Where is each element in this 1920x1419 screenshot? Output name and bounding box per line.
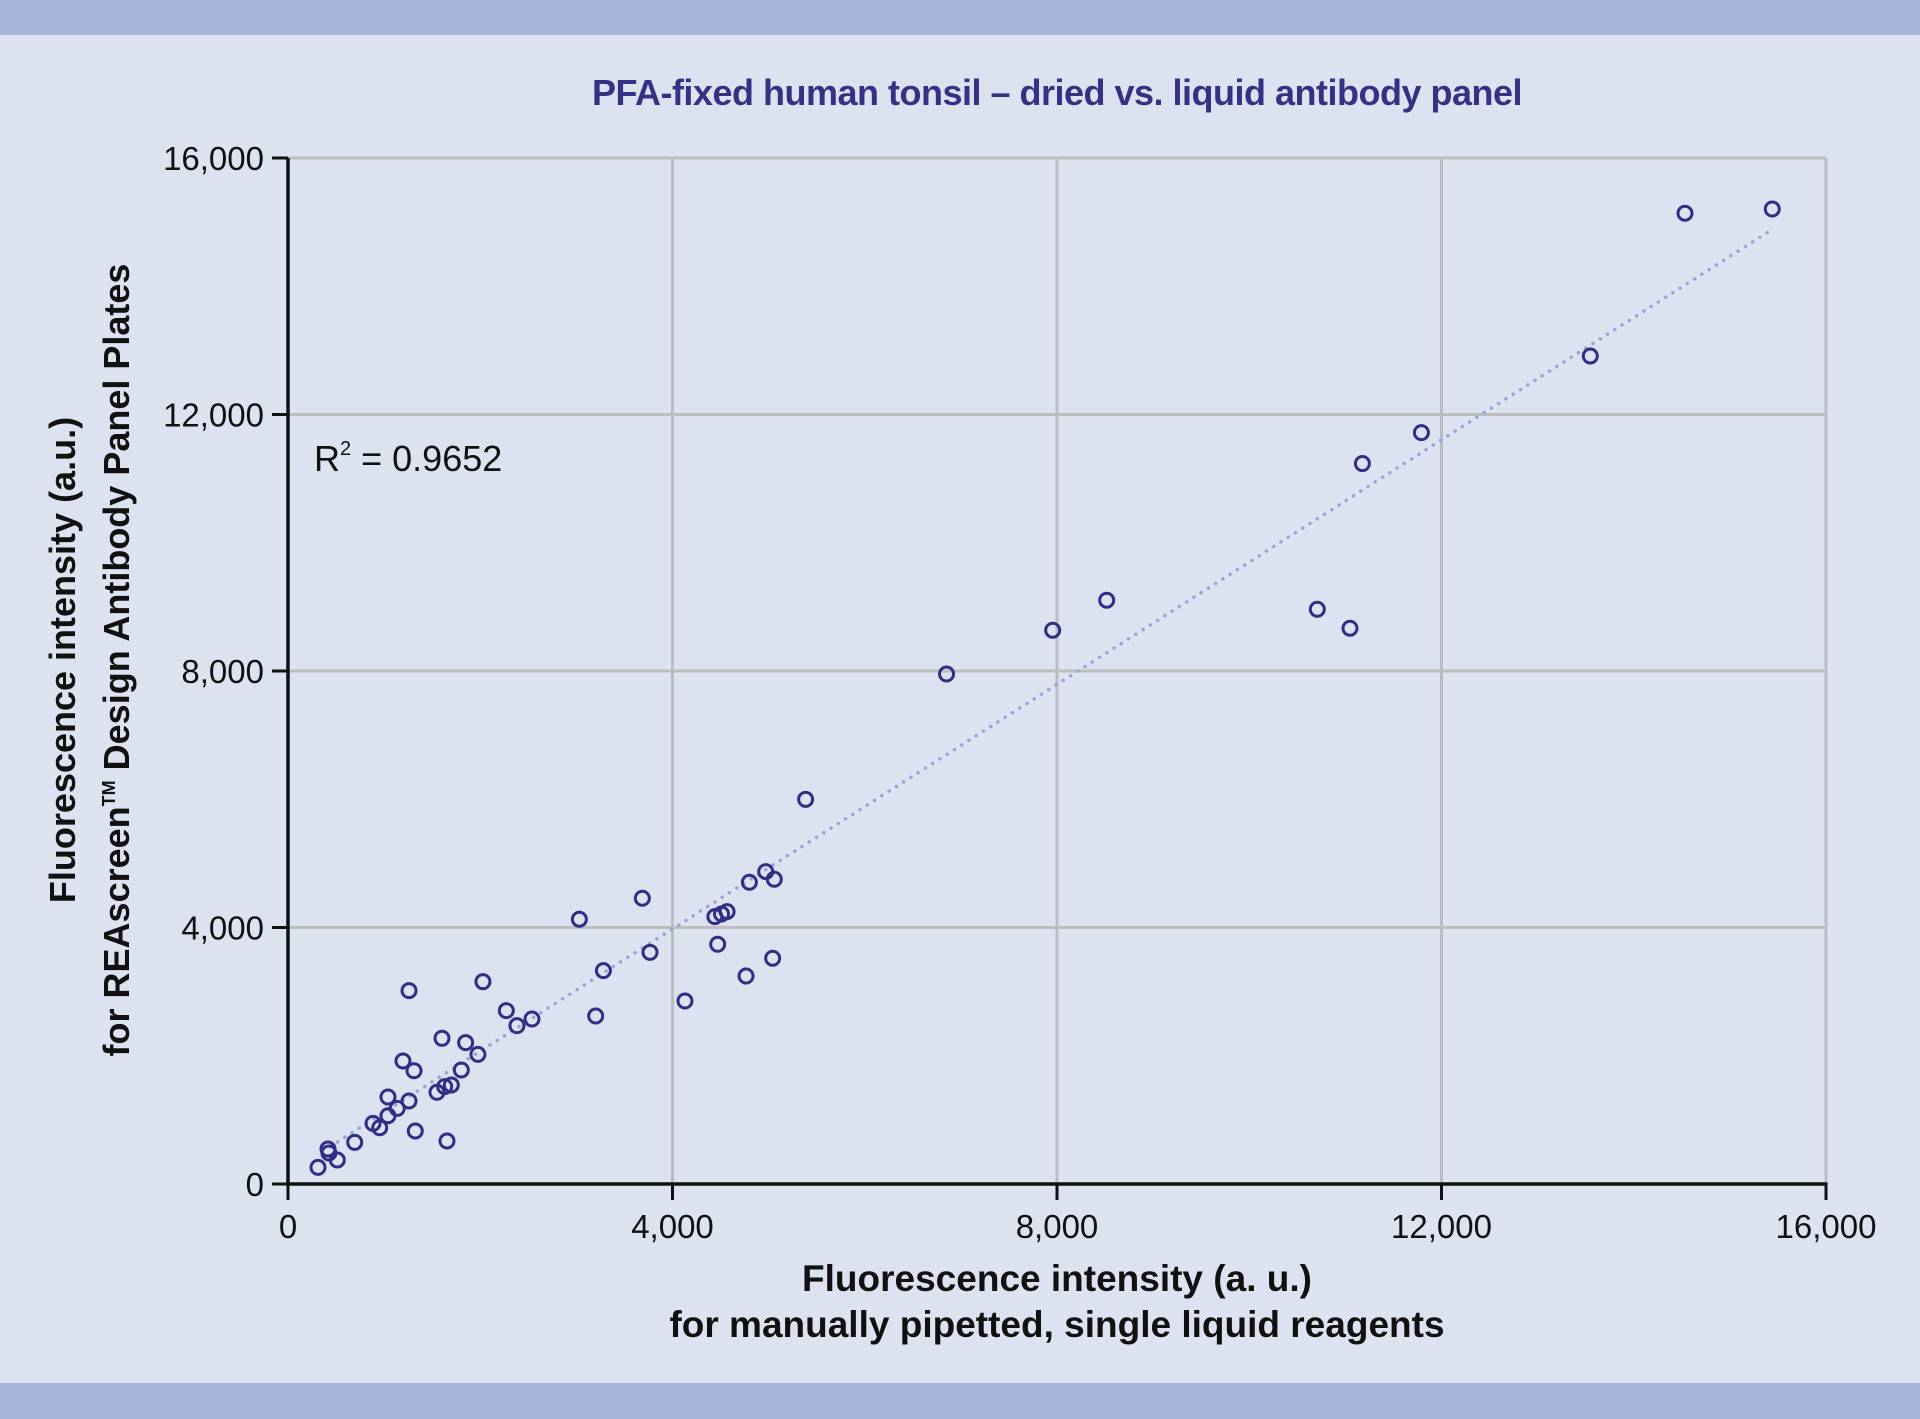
data-point [394, 1052, 412, 1070]
data-points [309, 200, 1781, 1176]
y-axis-title-line2: for REAscreenTM Design Antibody Panel Pl… [86, 250, 140, 1070]
data-point [379, 1088, 397, 1106]
data-point [474, 973, 492, 991]
data-point [718, 903, 736, 921]
data-point [469, 1045, 487, 1063]
data-point [938, 665, 956, 683]
data-point [452, 1061, 470, 1079]
data-point [1098, 591, 1116, 609]
data-point [457, 1034, 475, 1052]
r2-prefix: R [314, 438, 340, 479]
x-tick-label: 0 [279, 1208, 297, 1245]
data-point [1044, 621, 1062, 639]
data-point [497, 1002, 515, 1020]
x-tick-label: 16,000 [1776, 1208, 1877, 1245]
data-point [508, 1017, 526, 1035]
r-squared-annotation: R2 = 0.9652 [314, 438, 502, 480]
data-point [587, 1007, 605, 1025]
data-point [400, 1092, 418, 1110]
data-point [641, 943, 659, 961]
data-point [309, 1158, 327, 1176]
x-tick-label: 12,000 [1391, 1208, 1492, 1245]
grid-lines [288, 156, 1828, 1184]
y-axis-title-line1: Fluorescence intensity (a.u.) [42, 416, 83, 904]
data-point [709, 935, 727, 953]
data-point [1676, 204, 1694, 222]
data-point [406, 1122, 424, 1140]
trend-line [328, 226, 1776, 1149]
data-point [400, 982, 418, 1000]
x-tick-label: 8,000 [1016, 1208, 1099, 1245]
data-point [388, 1099, 406, 1117]
data-point [594, 962, 612, 980]
data-point [570, 910, 588, 928]
data-point [523, 1010, 541, 1028]
chart-title: PFA-fixed human tonsil – dried vs. liqui… [591, 72, 1523, 113]
trademark-mark: TM [99, 780, 119, 807]
x-axis-title-line1: Fluorescence intensity (a. u.) [802, 1258, 1312, 1299]
x-tick-label: 4,000 [631, 1208, 714, 1245]
y-tick-label: 16,000 [163, 140, 264, 177]
data-point [436, 1078, 454, 1096]
data-point [346, 1133, 364, 1151]
data-point [433, 1029, 451, 1047]
x-axis-title-line2: for manually pipetted, single liquid rea… [669, 1304, 1445, 1345]
data-point [1308, 600, 1326, 618]
data-point [405, 1062, 423, 1080]
axes [272, 156, 1828, 1200]
data-point [797, 790, 815, 808]
data-point [1763, 200, 1781, 218]
y-tick-label: 0 [246, 1166, 264, 1203]
r2-value: = 0.9652 [351, 438, 503, 479]
regression-line [328, 226, 1776, 1149]
data-point [1412, 424, 1430, 442]
data-point [765, 870, 783, 888]
tick-labels: 0 4,000 8,000 12,000 16,000 0 4,000 8,000 12,000… [163, 140, 1876, 1245]
data-point [676, 992, 694, 1010]
y-axis-title: Fluorescence intensity (a.u.) for REAscr… [40, 250, 140, 1070]
x-axis-title: Fluorescence intensity (a. u.) for manua… [288, 1256, 1826, 1348]
data-point [371, 1119, 389, 1137]
y-tick-label: 8,000 [181, 653, 264, 690]
y-axis-title-line2-b: Design Antibody Panel Plates [96, 263, 137, 781]
r2-superscript: 2 [340, 438, 352, 460]
data-point [328, 1151, 346, 1169]
data-point [740, 873, 758, 891]
top-band [0, 0, 1920, 35]
y-tick-label: 4,000 [181, 910, 264, 947]
data-point [633, 889, 651, 907]
data-point [438, 1132, 456, 1150]
data-point [442, 1076, 460, 1094]
y-tick-label: 12,000 [163, 397, 264, 434]
data-point [737, 967, 755, 985]
data-point [1341, 619, 1359, 637]
data-point [1353, 455, 1371, 473]
bottom-band [0, 1383, 1920, 1419]
y-axis-title-line2-a: for REAscreen [96, 806, 137, 1057]
data-point [764, 949, 782, 967]
data-point [1581, 347, 1599, 365]
